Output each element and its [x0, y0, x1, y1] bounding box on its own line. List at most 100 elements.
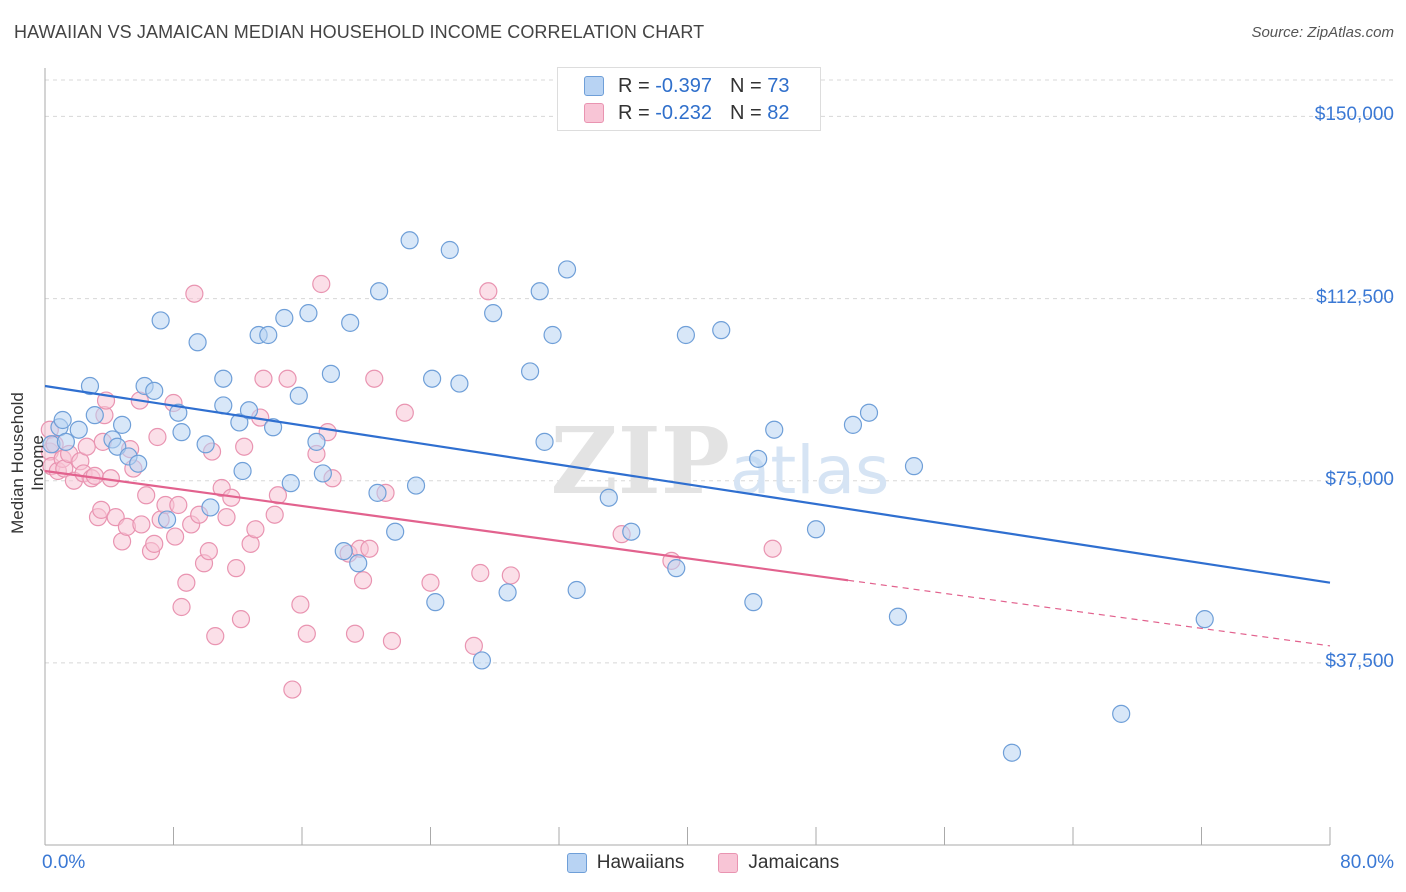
- data-point: [217, 508, 236, 527]
- data-point: [744, 593, 763, 612]
- data-point: [472, 651, 491, 670]
- data-point: [199, 542, 218, 561]
- data-point: [567, 580, 586, 600]
- data-point: [667, 559, 686, 578]
- data-point: [281, 474, 300, 493]
- data-point: [259, 325, 278, 345]
- y-tick-label: $112,500: [1316, 286, 1394, 308]
- data-point: [370, 282, 389, 301]
- data-point: [471, 563, 490, 583]
- data-point: [406, 476, 426, 495]
- watermark: ZIPatlas: [551, 407, 890, 515]
- data-point: [312, 274, 331, 294]
- data-point: [676, 325, 695, 345]
- data-point: [246, 520, 265, 539]
- r-value: -0.232: [655, 101, 712, 124]
- data-point: [557, 260, 577, 279]
- jamaicans-swatch: [584, 103, 604, 123]
- hawaiians-swatch: [566, 853, 587, 873]
- data-point: [599, 488, 618, 507]
- data-point: [365, 369, 384, 388]
- data-point: [712, 321, 731, 340]
- n-value: 73: [767, 74, 790, 97]
- data-point: [349, 554, 368, 573]
- legend-row-jamaicans: R = -0.232 N = 82: [584, 100, 789, 126]
- data-point: [1195, 610, 1214, 629]
- n-label: N =: [729, 74, 762, 97]
- data-point: [80, 376, 100, 396]
- data-point: [498, 583, 517, 602]
- data-point: [289, 386, 308, 405]
- data-point: [233, 461, 252, 481]
- grid-lines: [45, 79, 1395, 664]
- data-point: [85, 406, 104, 425]
- data-point: [145, 381, 164, 400]
- data-point: [530, 282, 549, 301]
- data-point: [464, 636, 483, 655]
- legend-label: Jamaicans: [748, 852, 840, 873]
- data-point: [888, 607, 908, 626]
- y-tick-label: $75,000: [1325, 468, 1394, 490]
- data-point: [368, 483, 387, 502]
- data-point: [395, 403, 414, 422]
- data-point: [145, 534, 164, 553]
- data-point: [345, 624, 365, 643]
- data-point: [132, 515, 151, 534]
- jamaicans-trend-line-extension: [848, 579, 1331, 647]
- r-label: R =: [618, 101, 650, 124]
- chart-title: HAWAIIAN VS JAMAICAN MEDIAN HOUSEHOLD IN…: [14, 22, 705, 42]
- data-point: [291, 595, 310, 614]
- legend-row-hawaiians: R = -0.397 N = 73: [584, 73, 789, 99]
- data-point: [188, 333, 207, 352]
- data-point: [201, 498, 220, 517]
- data-point: [484, 304, 503, 323]
- data-point: [765, 420, 784, 439]
- data-point: [151, 311, 170, 330]
- data-point: [859, 403, 879, 422]
- data-point: [1112, 704, 1131, 723]
- data-point: [275, 308, 294, 328]
- data-point: [283, 680, 302, 699]
- data-point: [169, 403, 188, 422]
- hawaiians-points: [42, 231, 1214, 762]
- data-point: [137, 486, 156, 505]
- data-point: [77, 437, 96, 456]
- data-point: [501, 566, 520, 585]
- data-point: [148, 427, 167, 447]
- n-value: 82: [767, 101, 790, 124]
- data-point: [239, 401, 259, 420]
- legend-label: Hawaiians: [596, 852, 685, 873]
- data-point: [263, 418, 283, 437]
- data-point: [214, 369, 233, 388]
- data-point: [112, 415, 132, 434]
- data-point: [535, 432, 554, 451]
- correlation-legend: R = -0.397 N = 73 R = -0.232 N = 82: [557, 67, 821, 131]
- data-point: [421, 573, 440, 592]
- n-label: N =: [729, 101, 762, 124]
- legend-item-jamaicans[interactable]: Jamaicans: [718, 852, 839, 874]
- data-point: [334, 542, 353, 561]
- hawaiians-trend-line: [44, 384, 1331, 584]
- data-point: [230, 413, 249, 432]
- data-point: [231, 610, 251, 629]
- x-tick-label-max: 80.0%: [1340, 852, 1394, 873]
- source-label: Source: ZipAtlas.com: [1251, 24, 1394, 41]
- data-point: [400, 231, 419, 250]
- x-tick-label-min: 0.0%: [42, 852, 86, 873]
- data-point: [157, 510, 177, 529]
- data-point: [386, 522, 405, 541]
- y-tick-label: $37,500: [1325, 650, 1394, 672]
- data-point: [749, 449, 768, 468]
- data-point: [297, 624, 316, 643]
- data-point: [423, 369, 442, 388]
- data-point: [520, 362, 540, 381]
- trend-lines: [44, 384, 1331, 647]
- data-point: [450, 374, 469, 393]
- legend-item-hawaiians[interactable]: Hawaiians: [566, 852, 685, 874]
- data-point: [169, 495, 188, 515]
- data-point: [904, 457, 924, 476]
- hawaiians-swatch: [584, 76, 604, 96]
- data-point: [321, 364, 341, 383]
- data-point: [235, 437, 254, 456]
